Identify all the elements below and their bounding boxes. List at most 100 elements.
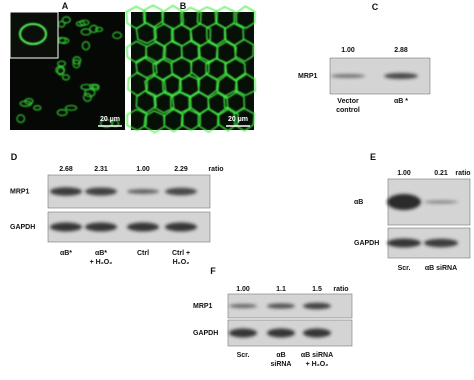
lane-label: Scr.: [237, 352, 250, 359]
cell: [72, 59, 81, 69]
cell-border: [217, 106, 239, 132]
cell: [72, 56, 82, 65]
cell-border: [233, 107, 255, 132]
ratio-label: ratio: [333, 286, 348, 293]
band: [165, 222, 197, 232]
band: [331, 74, 365, 78]
cell-border: [205, 57, 226, 81]
lane-label: αB*: [60, 250, 72, 257]
cell: [84, 88, 96, 98]
row-label: MRP1: [298, 73, 318, 80]
band: [267, 328, 295, 338]
band: [85, 222, 117, 232]
row-label: MRP1: [10, 189, 30, 196]
band: [303, 302, 331, 310]
lane-label: Scr.: [398, 265, 411, 272]
ratio: 1.5: [312, 286, 322, 293]
band: [85, 187, 117, 196]
band: [50, 187, 82, 196]
lane-label: αB *: [394, 98, 408, 105]
cell: [33, 105, 42, 111]
lane-label: control: [336, 107, 360, 114]
panel-label: D: [11, 152, 18, 162]
cell: [61, 74, 70, 81]
band: [267, 303, 295, 309]
cell: [83, 92, 92, 102]
cell: [19, 100, 33, 107]
cell: [80, 28, 92, 36]
cell-border: [142, 4, 164, 29]
lane-label: Ctrl +: [172, 250, 190, 257]
band: [127, 222, 159, 232]
cell: [81, 41, 91, 51]
band: [303, 328, 331, 338]
cell: [88, 83, 100, 90]
ratio: 1.00: [136, 166, 150, 173]
ratio: 2.31: [94, 166, 108, 173]
band: [387, 238, 421, 248]
ratio-label: ratio: [455, 170, 470, 177]
scale-bar-label: 20 µm: [228, 116, 248, 123]
row-label: GAPDH: [354, 240, 379, 247]
lane-label: αB*: [95, 250, 107, 257]
row-label: αB: [354, 199, 363, 206]
cell: [100, 119, 113, 128]
cell: [94, 26, 104, 33]
lane-label: Ctrl: [137, 250, 149, 257]
lane-label: + H₂O₂: [306, 361, 329, 368]
cell-border: [170, 91, 192, 114]
cell-border: [233, 38, 255, 63]
band: [165, 187, 197, 196]
cell: [112, 31, 122, 40]
cell: [89, 24, 99, 34]
lane-label: Vector: [337, 98, 359, 105]
cell: [75, 20, 86, 27]
band: [50, 222, 82, 232]
cell-border: [127, 71, 148, 97]
lane-label: H₂O₂: [173, 259, 190, 266]
cell-border: [234, 72, 256, 97]
ratio-label: ratio: [208, 166, 223, 173]
cell-border: [143, 110, 166, 134]
cell-border: [235, 5, 256, 29]
band: [387, 194, 421, 210]
lane-label: αB siRNA: [301, 352, 333, 359]
inset-cell: [19, 23, 47, 45]
row-label: MRP1: [193, 303, 213, 310]
cell-border: [178, 74, 201, 98]
panel-label: E: [370, 152, 376, 162]
cell-border: [126, 108, 148, 132]
ratio: 1.00: [236, 286, 250, 293]
cell: [57, 60, 66, 67]
ratio: 1.1: [276, 286, 286, 293]
cell-border: [135, 89, 157, 114]
inset: [9, 11, 59, 59]
cell: [58, 37, 70, 45]
band: [384, 73, 418, 79]
cell: [56, 109, 68, 117]
ratio: 2.68: [59, 166, 73, 173]
lane-label: αB: [276, 352, 285, 359]
lane-label: + H₂O₂: [90, 259, 113, 266]
ratio: 2.29: [174, 166, 188, 173]
panel-label: A: [62, 1, 69, 11]
cell: [64, 104, 78, 111]
cell: [16, 114, 26, 124]
row-label: GAPDH: [10, 224, 35, 231]
ratio: 1.00: [341, 47, 355, 54]
band: [229, 304, 257, 308]
scale-bar-label: 20 µm: [100, 116, 120, 123]
band: [424, 238, 458, 248]
ratio: 0.21: [434, 170, 448, 177]
panel-label: F: [210, 266, 216, 276]
cell-border: [126, 40, 148, 64]
band: [424, 200, 458, 204]
panel-label: B: [180, 1, 187, 11]
ratio: 1.00: [397, 170, 411, 177]
band: [127, 189, 159, 194]
cell: [61, 16, 71, 24]
lane-label: siRNA: [270, 361, 291, 368]
row-label: GAPDH: [193, 330, 218, 337]
ratio: 2.88: [394, 47, 408, 54]
